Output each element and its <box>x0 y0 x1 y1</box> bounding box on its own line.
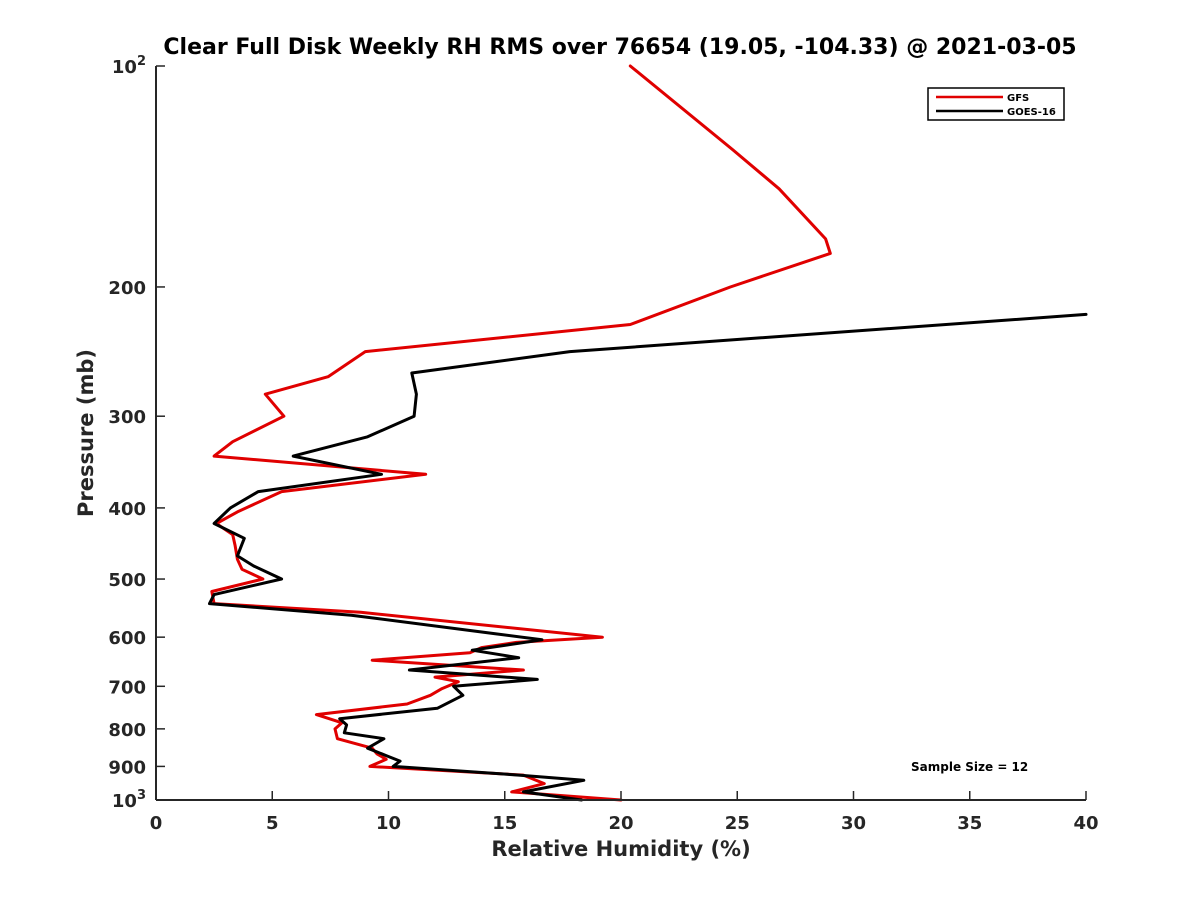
series-line-gfs <box>210 64 832 802</box>
y-tick-label: 600 <box>108 628 146 649</box>
chart-title: Clear Full Disk Weekly RH RMS over 76654… <box>163 35 1076 60</box>
x-tick-label: 35 <box>957 813 982 834</box>
y-tick-label: 900 <box>108 757 146 778</box>
y-tick-label: 800 <box>108 720 146 741</box>
x-tick-label: 5 <box>266 813 279 834</box>
x-tick-label: 40 <box>1073 813 1098 834</box>
y-axis-ticks: 102 200 300 400 500 600 700 800 900 103 <box>108 54 165 812</box>
y-tick-label: 103 <box>112 788 146 812</box>
x-tick-label: 20 <box>608 813 633 834</box>
legend-label-gfs: GFS <box>1007 93 1029 104</box>
y-tick-label: 102 <box>112 54 146 78</box>
x-axis-ticks: 0 5 10 15 20 25 30 35 40 <box>150 791 1099 834</box>
series-line-goes16 <box>208 312 1088 802</box>
y-tick-label: 700 <box>108 677 146 698</box>
legend-box <box>927 87 1065 121</box>
y-tick-label: 200 <box>108 278 146 299</box>
y-tick-label: 400 <box>108 499 146 520</box>
y-tick-label: 300 <box>108 407 146 428</box>
y-tick-label: 500 <box>108 570 146 591</box>
sample-size-annotation: Sample Size = 12 <box>911 760 1028 774</box>
x-axis-label: Relative Humidity (%) <box>491 837 750 861</box>
legend-label-goes16: GOES-16 <box>1007 107 1056 118</box>
series-group <box>208 64 1088 802</box>
x-tick-label: 25 <box>725 813 750 834</box>
legend: GFS GOES-16 <box>927 87 1065 121</box>
x-tick-label: 0 <box>150 813 163 834</box>
y-axis-label: Pressure (mb) <box>74 349 98 517</box>
x-tick-label: 15 <box>492 813 517 834</box>
x-tick-label: 30 <box>841 813 866 834</box>
x-tick-label: 10 <box>376 813 401 834</box>
